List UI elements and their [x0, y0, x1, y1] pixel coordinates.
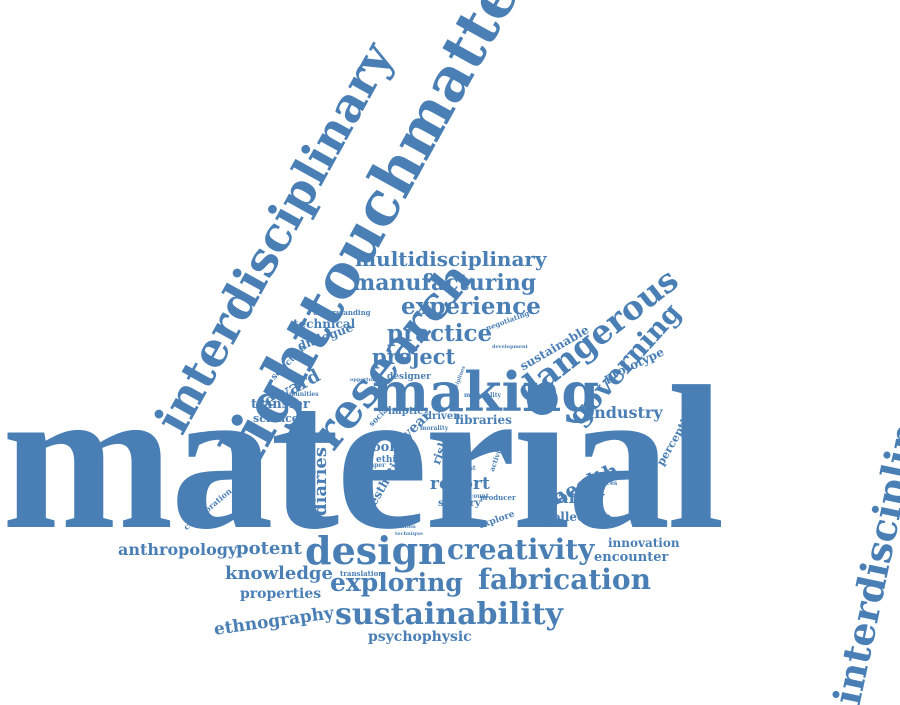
word-opportunity: opportunity: [350, 377, 383, 383]
word-multidisciplinary: multidisciplinary: [355, 247, 547, 271]
word-anthropology: anthropology: [118, 540, 238, 559]
word-impact: impact: [362, 470, 382, 476]
word-tool: tool: [366, 440, 395, 455]
word-experience: experience: [401, 293, 541, 320]
word-account: account: [462, 493, 489, 500]
word-producer: producer: [480, 493, 516, 502]
word-potent: potent: [236, 538, 302, 559]
word-sustainability: sustainability: [335, 597, 563, 632]
word-interdisciplinarity: interdisciplinarity: [824, 322, 900, 705]
word-sensory: sensory: [438, 498, 481, 509]
word-encounter: encounter: [594, 550, 669, 565]
word-fabrication: fabrication: [478, 563, 651, 596]
word-project: project: [372, 344, 456, 369]
word-knowledge: knowledge: [225, 563, 333, 584]
word-driven: driven: [425, 411, 461, 422]
word-translation: translation: [340, 569, 384, 578]
word-technical: technical: [293, 317, 356, 331]
word-materiality: materiality: [464, 392, 501, 399]
word-manufacturing: manufacturing: [352, 270, 537, 296]
word-collection: collection: [545, 510, 612, 524]
word-technique: technique: [395, 531, 424, 537]
word-morality: morality: [420, 425, 449, 432]
word-libraries: libraries: [455, 413, 512, 427]
word-practice: practice: [387, 320, 493, 347]
word-affordances: affordances: [578, 480, 618, 487]
word-communities: communities: [275, 391, 319, 398]
word-psychophysic: psychophysic: [368, 629, 472, 645]
word-industry: industry: [588, 403, 663, 422]
word-design: design: [305, 528, 446, 573]
word-diaries: diaries: [310, 447, 331, 516]
word-scientist: scientist: [447, 465, 476, 472]
word-ethic: ethic: [376, 455, 402, 465]
word-development: development: [492, 344, 528, 350]
word-science: science: [253, 412, 299, 425]
word-making: making: [372, 360, 600, 424]
word-creativity: creativity: [447, 533, 595, 566]
word-innovation: innovation: [608, 536, 680, 550]
word-ethnography: ethnography: [212, 603, 336, 640]
word-properties: properties: [240, 586, 322, 602]
word-paper: paper: [366, 462, 386, 469]
word-transfer: transfer: [251, 397, 310, 412]
word-understanding: understanding: [313, 308, 371, 317]
word-limitation: limitation: [388, 524, 416, 530]
word-report: report: [430, 474, 490, 494]
word-exploring: exploring: [330, 568, 463, 597]
word-designer: designer: [387, 372, 431, 382]
word-haptic: haptic: [388, 406, 424, 417]
word-material: material: [2, 343, 725, 572]
word-safety: safety: [548, 488, 605, 508]
